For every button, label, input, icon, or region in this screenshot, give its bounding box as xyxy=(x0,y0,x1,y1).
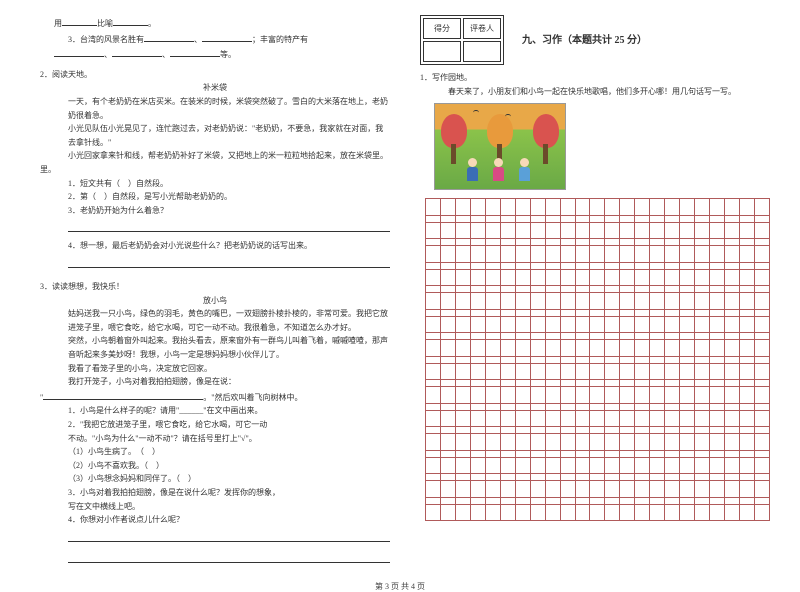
section-title: 九、习作（本题共计 25 分） xyxy=(522,32,647,49)
passage-title: 放小鸟 xyxy=(40,294,390,308)
passage-p: 我看了看笼子里的小鸟，决定放它回家。 xyxy=(40,362,390,376)
text: 用 xyxy=(54,19,62,28)
text: 比喻 xyxy=(97,19,113,28)
sub-q: 3．老奶奶开始为什么着急？ xyxy=(40,204,390,218)
score-cell[interactable] xyxy=(423,41,461,62)
passage-p: 小光回家拿来针和线，帮老奶奶补好了米袋，又把地上的米一粒粒地拾起来，放在米袋里。 xyxy=(40,149,390,163)
sub-q: 不动。"小鸟为什么"一动不动"？请在括号里打上"√"。 xyxy=(40,432,390,446)
text: 3．台湾的风景名胜有 xyxy=(68,35,144,44)
text: 。 xyxy=(148,19,156,28)
quote-line: "。"然后欢叫着飞向树林中。 xyxy=(40,389,390,405)
q3-line1: 3．台湾的风景名胜有 、 ；丰富的特产有 xyxy=(40,31,390,47)
sub-q: 4．你想对小作者说点儿什么呢？ xyxy=(40,513,390,527)
text: 等。 xyxy=(220,50,236,59)
sub-q: 3．小鸟对着我拍拍翅膀，像是在说什么呢？发挥你的想象， xyxy=(40,486,390,500)
text: 、 xyxy=(104,50,112,59)
option: （1）小鸟生病了。 （ ） xyxy=(40,445,390,459)
left-column: 用比喻。 3．台湾的风景名胜有、；丰富的特产有 、、等。 2．阅读天地。 补米袋… xyxy=(40,15,390,570)
right-column: 得分 评卷人 九、习作（本题共计 25 分） 1．写作园地。 春天来了，小朋友们… xyxy=(420,15,770,570)
sub-q: 1．短文共有（ ）自然段。 xyxy=(40,177,390,191)
grader-label: 评卷人 xyxy=(463,18,501,39)
answer-line[interactable] xyxy=(68,529,390,542)
sub-q: 写在文中横线上吧。 xyxy=(40,500,390,514)
option: （2）小鸟不喜欢我。（ ） xyxy=(40,459,390,473)
passage-p: 突然，小鸟朝着窗外叫起来。我抬头看去，原来窗外有一群鸟儿叫着飞着，嘁嘁喳喳，那声… xyxy=(40,334,390,361)
answer-line[interactable] xyxy=(68,255,390,268)
sub-q: 4．想一想，最后老奶奶会对小光说些什么？把老奶奶说的话写出来。 xyxy=(40,239,390,253)
score-label: 得分 xyxy=(423,18,461,39)
sub-q: 1．小鸟是什么样子的呢？请用"______"在文中画出来。 xyxy=(40,404,390,418)
grader-cell[interactable] xyxy=(463,41,501,62)
score-box: 得分 评卷人 xyxy=(420,15,504,65)
text: 、 xyxy=(162,50,170,59)
section-header: 得分 评卷人 九、习作（本题共计 25 分） xyxy=(420,15,770,65)
page-footer: 第 3 页 共 4 页 xyxy=(0,575,800,592)
passage-p: 姑妈送我一只小鸟，绿色的羽毛，黄色的嘴巴，一双翅膀扑棱扑棱的，非常可爱。我把它放… xyxy=(40,307,390,334)
passage-p: 小光见队伍小光晃见了，连忙跑过去，对老奶奶说："老奶奶，不要急，我家就在对面，我… xyxy=(40,122,390,149)
essay-grid[interactable] xyxy=(425,198,770,521)
passage-end: 里。 xyxy=(40,163,390,177)
option: （3）小鸟想念妈妈和同伴了。（ ） xyxy=(40,472,390,486)
sub-q: 2．第（ ）自然段，是写小光帮助老奶奶的。 xyxy=(40,190,390,204)
section-2-title: 2．阅读天地。 xyxy=(40,68,390,82)
passage-p: 一天，有个老奶奶在米店买米。在装米的时候，米袋突然破了。雪白的大米落在地上，老奶… xyxy=(40,95,390,122)
text: 、 xyxy=(194,35,202,44)
text: ；丰富的特产有 xyxy=(252,35,308,44)
passage-p: 我打开笼子，小鸟对着我拍拍翅膀，像是在说： xyxy=(40,375,390,389)
passage-title: 补米袋 xyxy=(40,81,390,95)
q3-line2: 、 、 等。 xyxy=(40,46,390,62)
text: 。"然后欢叫着飞向树林中。 xyxy=(203,393,302,402)
essay-prompt: 春天来了，小朋友们和小鸟一起在快乐地歌唱，他们多开心哪！用几句话写一写。 xyxy=(420,85,770,99)
section-3-title: 3．读读想想，我快乐！ xyxy=(40,280,390,294)
answer-line[interactable] xyxy=(68,219,390,232)
essay-q-num: 1．写作园地。 xyxy=(420,71,770,85)
line-fill: 用 比喻 。 xyxy=(40,15,390,31)
sub-q: 2．"我把它放进笼子里，喂它食吃，给它水喝，可它一动 xyxy=(40,418,390,432)
answer-line[interactable] xyxy=(68,550,390,563)
illustration xyxy=(434,103,566,190)
